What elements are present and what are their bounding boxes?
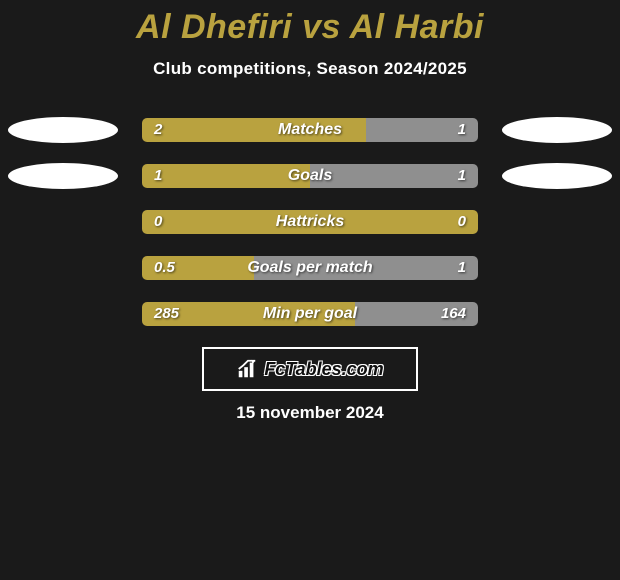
stat-value-left: 1 — [154, 167, 162, 184]
stat-row: 0 0 Hattricks — [4, 199, 616, 245]
team-left-ellipse — [8, 163, 118, 189]
stat-bar: 0.5 1 Goals per match — [142, 256, 478, 280]
stat-value-right: 1 — [458, 121, 466, 138]
stat-label: Min per goal — [263, 305, 357, 323]
stat-rows: 2 1 Matches 1 1 Goals 0 0 Hattricks 0.5 1 Goals per… — [0, 107, 620, 337]
stat-row: 2 1 Matches — [4, 107, 616, 153]
page-title: Al Dhefiri vs Al Harbi — [0, 8, 620, 47]
stat-row: 285 164 Min per goal — [4, 291, 616, 337]
stat-value-left: 0 — [154, 213, 162, 230]
stat-row: 0.5 1 Goals per match — [4, 245, 616, 291]
stat-bar: 0 0 Hattricks — [142, 210, 478, 234]
stat-label: Goals per match — [247, 259, 372, 277]
brand-inner: FcTables.com — [236, 358, 383, 380]
stat-label: Hattricks — [276, 213, 344, 231]
team-left-ellipse — [8, 117, 118, 143]
stat-value-right: 1 — [458, 259, 466, 276]
stat-value-left: 0.5 — [154, 259, 175, 276]
team-right-ellipse — [502, 163, 612, 189]
subtitle: Club competitions, Season 2024/2025 — [0, 59, 620, 79]
stat-row: 1 1 Goals — [4, 153, 616, 199]
stat-bar: 2 1 Matches — [142, 118, 478, 142]
stat-bar: 285 164 Min per goal — [142, 302, 478, 326]
brand-box[interactable]: FcTables.com — [202, 347, 418, 391]
brand-text: FcTables.com — [264, 359, 383, 380]
comparison-widget: Al Dhefiri vs Al Harbi Club competitions… — [0, 0, 620, 423]
stat-value-right: 1 — [458, 167, 466, 184]
team-right-ellipse — [502, 117, 612, 143]
stat-bar-left — [142, 164, 310, 188]
stat-label: Goals — [288, 167, 332, 185]
stat-label: Matches — [278, 121, 342, 139]
chart-icon — [236, 358, 258, 380]
date-label: 15 november 2024 — [0, 403, 620, 423]
stat-value-right: 0 — [458, 213, 466, 230]
stat-bar: 1 1 Goals — [142, 164, 478, 188]
stat-value-left: 2 — [154, 121, 162, 138]
stat-value-right: 164 — [441, 305, 466, 322]
stat-bar-right — [310, 164, 478, 188]
stat-value-left: 285 — [154, 305, 179, 322]
